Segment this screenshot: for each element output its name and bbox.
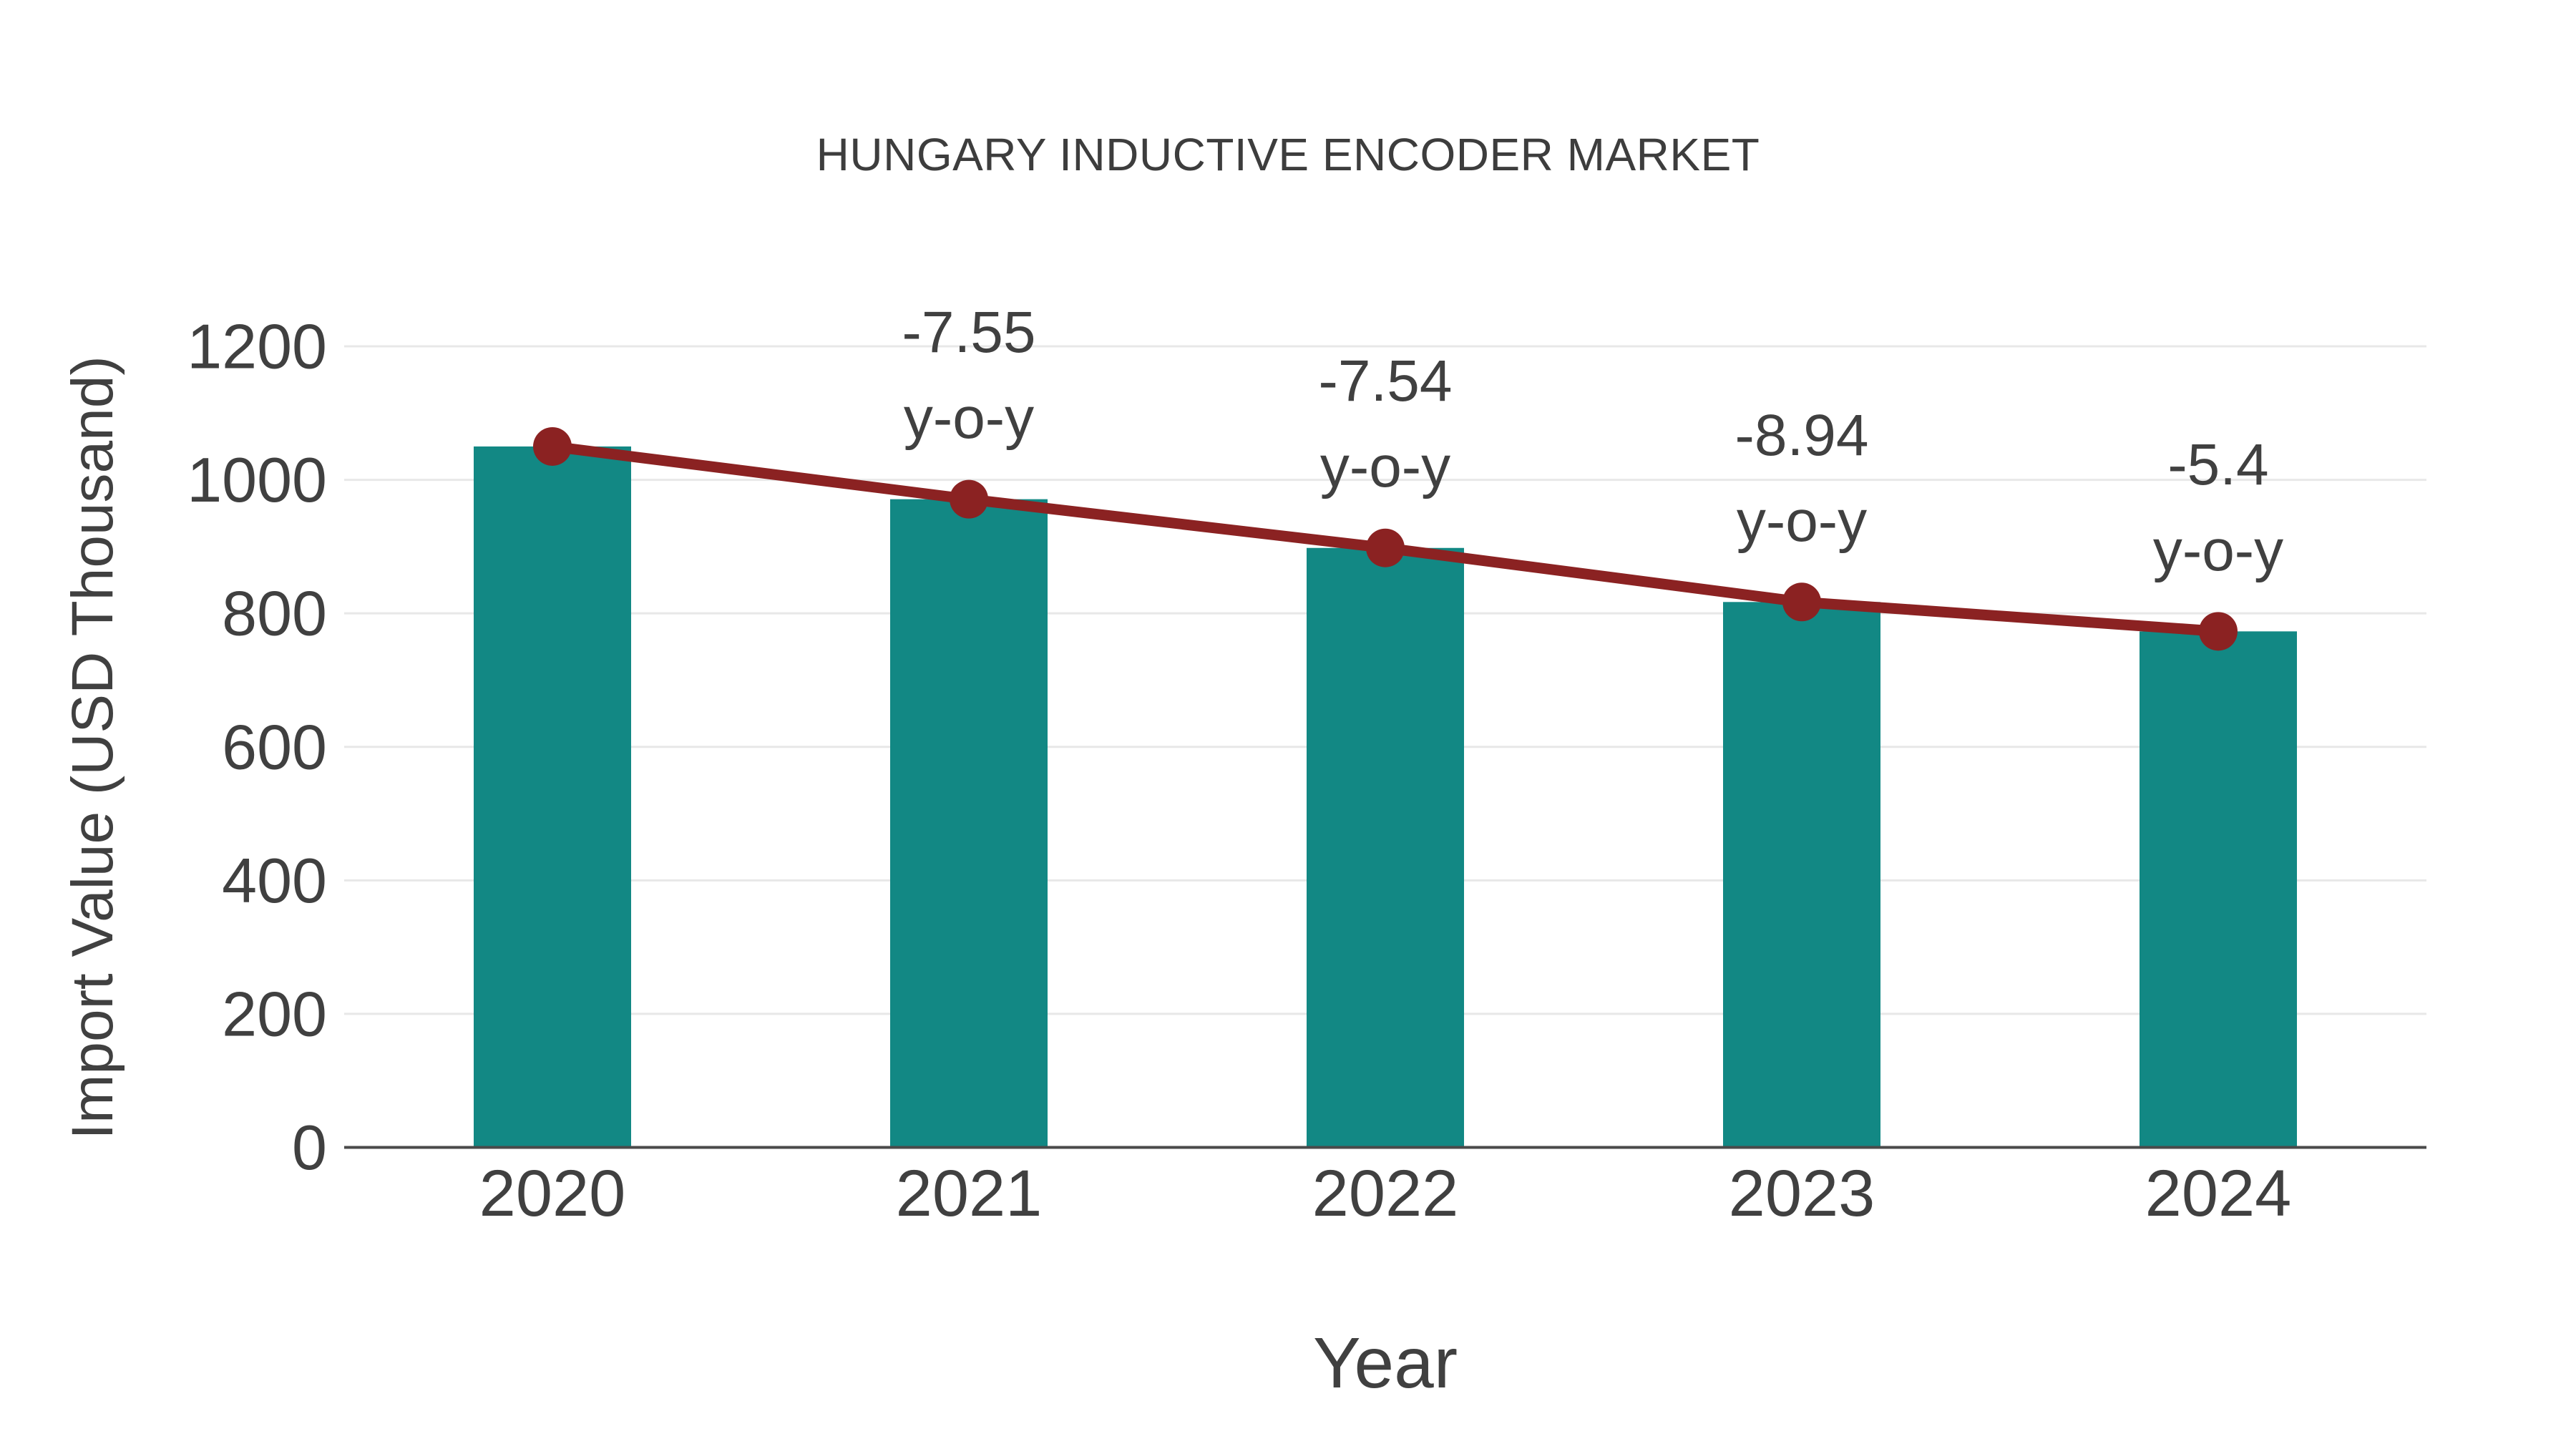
trend-marker-2024 [2199, 612, 2238, 651]
annotation-2021-value: -7.55 [902, 300, 1036, 365]
y-tick-label-600: 600 [222, 711, 327, 782]
trend-marker-2020 [533, 426, 572, 466]
annotation-2024-label: y-o-y [2153, 518, 2283, 583]
annotation-2024-value: -5.4 [2167, 432, 2268, 497]
bar-2021 [890, 499, 1048, 1148]
bar-2020 [474, 446, 631, 1148]
bar-2023 [1723, 602, 1880, 1148]
y-tick-label-0: 0 [292, 1112, 327, 1183]
annotation-2021-label: y-o-y [904, 386, 1034, 451]
y-tick-label-1000: 1000 [187, 444, 327, 515]
trend-marker-2022 [1366, 528, 1405, 567]
annotation-2022-value: -7.54 [1319, 348, 1453, 414]
annotation-2023-label: y-o-y [1737, 489, 1867, 554]
y-axis-title: Import Value (USD Thousand) [60, 356, 125, 1140]
trend-marker-2023 [1782, 582, 1821, 622]
x-tick-label-2023: 2023 [1729, 1157, 1875, 1230]
bar-2022 [1307, 547, 1464, 1148]
annotation-2022-label: y-o-y [1320, 434, 1450, 499]
x-tick-label-2020: 2020 [479, 1157, 626, 1230]
x-axis-title: Year [1312, 1323, 1458, 1403]
x-tick-label-2024: 2024 [2145, 1157, 2292, 1230]
y-tick-label-400: 400 [222, 845, 327, 916]
chart-title: HUNGARY INDUCTIVE ENCODER MARKET [816, 129, 1760, 180]
y-tick-label-200: 200 [222, 978, 327, 1049]
x-tick-label-2021: 2021 [896, 1157, 1043, 1230]
trend-marker-2021 [950, 479, 988, 519]
y-tick-label-1200: 1200 [187, 311, 327, 382]
y-tick-label-800: 800 [222, 578, 327, 649]
x-tick-label-2022: 2022 [1312, 1157, 1459, 1230]
bar-2024 [2140, 631, 2297, 1148]
annotation-2023-value: -8.94 [1735, 403, 1869, 468]
